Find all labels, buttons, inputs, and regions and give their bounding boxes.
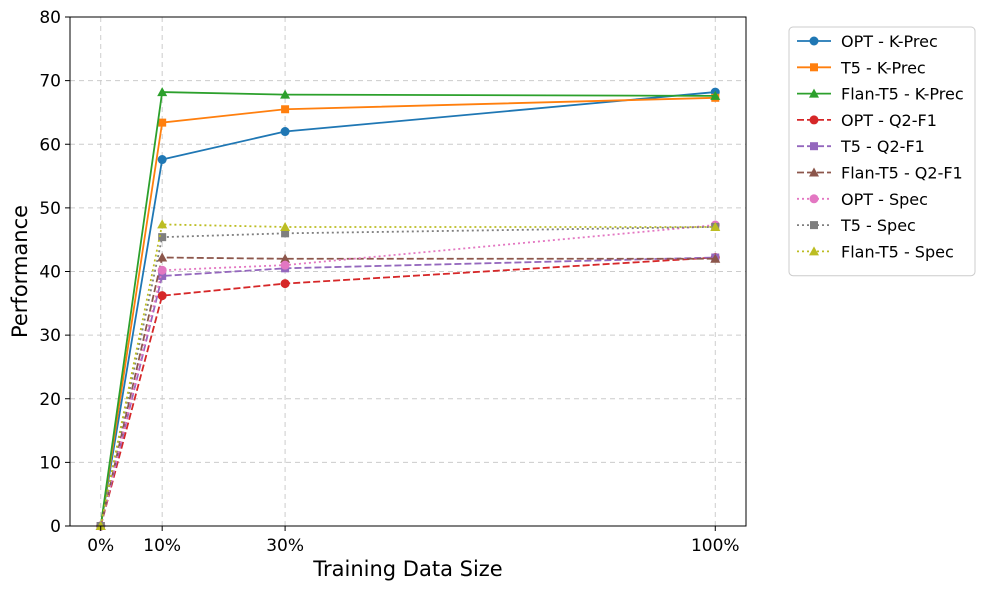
y-tick-label: 50 [39,199,61,219]
data-point [157,265,167,275]
legend-marker [809,167,819,177]
series-line [99,226,716,527]
series-layer [95,87,721,531]
legend-marker [809,115,819,125]
series-line [99,91,716,527]
legend-label: OPT - Spec [841,190,928,209]
legend-box [788,26,976,277]
data-point [280,221,291,231]
data-point [157,252,168,262]
series [95,252,721,530]
series-line [99,224,716,527]
legend-marker [809,36,819,46]
y-tick-label: 70 [39,72,61,92]
data-point [281,229,290,238]
data-point [710,221,721,231]
data-point [281,105,290,114]
legend-label: T5 - Spec [840,216,916,235]
legend-marker [809,246,819,256]
y-tick-label: 60 [39,135,61,155]
x-tick-label: 30% [266,536,304,556]
y-tick-label: 80 [39,8,61,28]
data-point [157,155,167,165]
legend-label: T5 - K-Prec [840,58,926,77]
legend-marker [810,142,818,151]
legend-label: Flan-T5 - Q2-F1 [841,164,963,183]
y-tick-label: 40 [39,263,61,283]
legend-marker [809,194,819,204]
data-point [157,291,167,301]
series-line [99,223,716,527]
y-tick-label: 20 [39,390,61,410]
legend-marker [809,88,819,98]
legend-label: OPT - Q2-F1 [841,111,937,130]
series-line [99,96,716,527]
series [96,87,720,531]
y-tick-label: 10 [39,453,61,473]
legend-marker [810,63,818,72]
data-point [280,279,290,289]
data-point [280,127,290,137]
x-axis-label: Training Data Size [312,557,502,581]
legend-label: OPT - K-Prec [841,32,938,51]
y-tick-label: 0 [50,517,61,537]
series-line [99,91,716,527]
series-line [99,256,716,527]
x-tick-label: 0% [87,536,114,556]
series-line [99,256,716,527]
x-tick-label: 10% [143,536,181,556]
legend-label: T5 - Q2-F1 [840,137,925,156]
data-point [158,271,167,280]
legend-marker [810,221,818,230]
data-point [158,118,167,127]
data-point [280,253,291,263]
data-point [710,90,721,100]
y-axis-label: Performance [8,205,32,338]
legend-label: Flan-T5 - K-Prec [841,85,964,104]
series-line [99,256,716,527]
series [96,220,720,531]
data-point [157,87,168,97]
legend-label: Flan-T5 - Spec [841,242,954,261]
axes: 0 10 20 30 40 50 60 70 80 0% 10% 30% 100% [39,8,739,556]
data-point [710,253,721,263]
series [96,93,720,530]
grid [70,16,746,527]
legend: OPT - K-Prec T5 - K-Prec Flan-T5 - K-Prec O… [788,26,976,277]
data-point [280,89,291,99]
series [96,253,720,531]
data-point [157,219,168,229]
data-point [158,233,167,242]
series [96,253,720,530]
data-point [280,260,290,270]
x-tick-label: 100% [691,536,740,556]
y-tick-label: 30 [39,326,61,346]
